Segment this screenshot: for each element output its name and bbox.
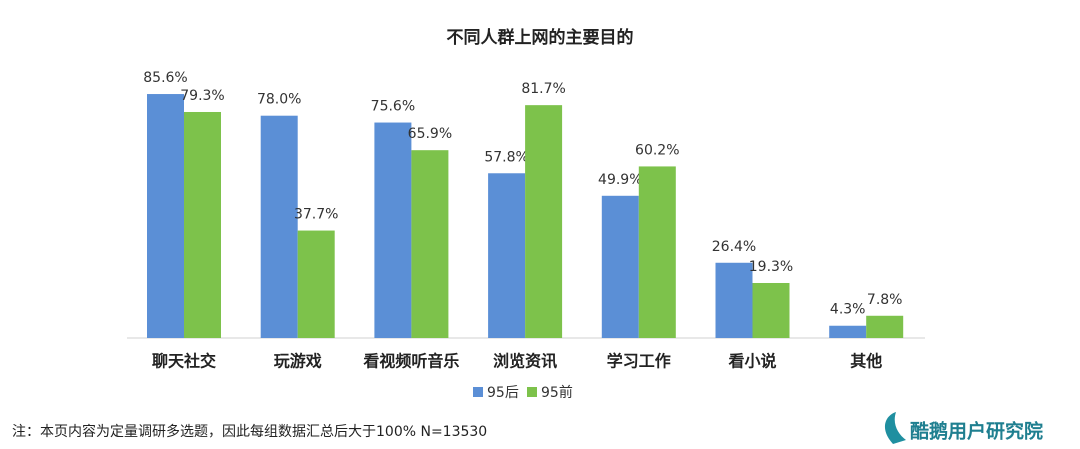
bar (638, 166, 676, 338)
bar (374, 122, 412, 338)
x-tick-label: 聊天社交 (152, 352, 216, 371)
bar (147, 94, 184, 338)
value-label: 75.6% (371, 99, 415, 115)
bar (752, 282, 790, 338)
x-tick-label: 学习工作 (607, 352, 671, 371)
value-label: 26.4% (712, 239, 756, 255)
legend-swatch (473, 387, 483, 397)
value-label: 81.7% (521, 81, 565, 97)
x-tick-label: 浏览资讯 (493, 352, 557, 371)
x-tick-label: 其他 (850, 352, 882, 371)
legend-label: 95前 (541, 384, 573, 401)
x-tick-label: 看小说 (727, 352, 776, 371)
value-label: 49.9% (598, 172, 642, 188)
bar (866, 315, 904, 338)
logo-text: 酷鹅用户研究院 (910, 420, 1043, 443)
bar (184, 111, 221, 339)
chart-title: 不同人群上网的主要目的 (447, 27, 634, 48)
value-label: 7.8% (867, 292, 903, 308)
value-label: 65.9% (408, 126, 452, 142)
x-tick-label: 玩游戏 (274, 352, 322, 371)
logo-icon (884, 412, 906, 444)
bar (260, 115, 298, 338)
value-label: 19.3% (749, 259, 793, 275)
value-label: 60.2% (635, 142, 679, 158)
bar (715, 262, 753, 338)
logo: 酷鹅用户研究院 (884, 412, 1043, 444)
legend-label: 95后 (487, 385, 519, 401)
bar (297, 230, 335, 338)
legend-swatch (527, 387, 537, 397)
bar (829, 325, 867, 338)
value-label: 4.3% (830, 302, 866, 318)
value-label: 79.3% (180, 88, 224, 104)
bar (525, 105, 563, 338)
value-label: 37.7% (294, 207, 338, 223)
footnote: 注：本页内容为定量调研多选题，因此每组数据汇总后大于100% N=13530 (12, 423, 487, 440)
value-label: 85.6% (143, 70, 187, 86)
x-tick-label: 看视频听音乐 (362, 352, 459, 371)
bar (411, 150, 449, 338)
value-label: 78.0% (257, 92, 301, 108)
value-label: 57.8% (484, 149, 528, 165)
bar (488, 173, 526, 338)
bar (601, 195, 639, 338)
